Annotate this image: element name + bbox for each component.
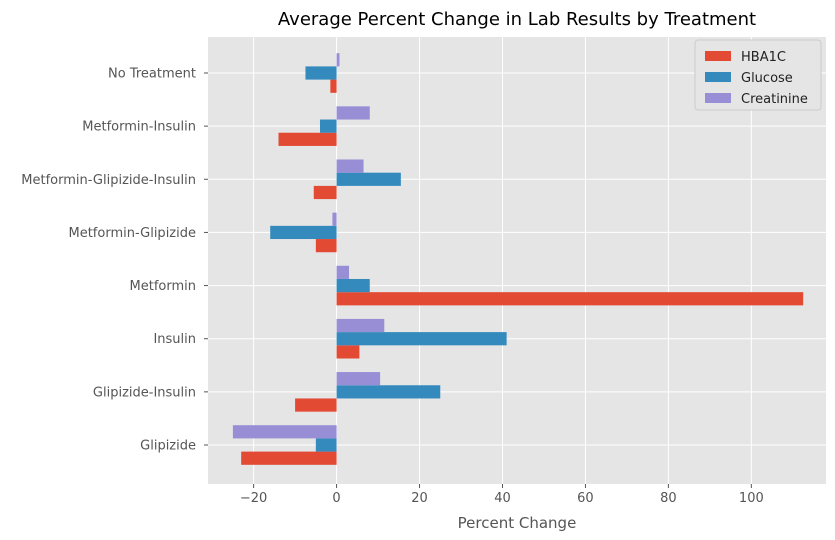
x-axis-label: Percent Change <box>458 514 577 532</box>
grid-lines <box>208 37 826 484</box>
y-tick-label: Metformin-Glipizide-Insulin <box>21 173 196 188</box>
bars <box>232 53 804 465</box>
legend-label: HBA1C <box>741 50 786 65</box>
bar-hba1c-glipizide-insulin <box>295 398 337 412</box>
x-tick-label: 20 <box>411 491 428 506</box>
bar-glucose-metformin-glipizide-insulin <box>336 172 401 186</box>
y-tick-label: Metformin-Insulin <box>82 120 196 135</box>
legend: HBA1C Glucose Creatinine <box>694 39 822 111</box>
bar-creatinine-no-treatment <box>336 53 340 67</box>
legend-swatch-glucose <box>705 72 731 82</box>
y-tick-label: Glipizide <box>140 439 196 454</box>
bar-hba1c-glipizide <box>241 451 337 465</box>
x-tick-label: −20 <box>240 491 267 506</box>
x-tick-label: 40 <box>494 491 511 506</box>
bar-hba1c-metformin <box>336 292 804 306</box>
bar-glucose-glipizide <box>315 438 337 452</box>
x-tick-label: 0 <box>332 491 340 506</box>
bar-creatinine-glipizide <box>232 425 337 439</box>
bar-glucose-insulin <box>336 332 507 346</box>
bar-hba1c-metformin-glipizide-insulin <box>313 185 337 200</box>
bar-hba1c-no-treatment <box>330 79 337 93</box>
y-tick-label: Metformin <box>130 279 196 294</box>
y-tick-label: No Treatment <box>108 67 196 82</box>
legend-label: Creatinine <box>741 92 808 107</box>
chart-title: Average Percent Change in Lab Results by… <box>278 9 756 30</box>
y-tick-label: Metformin-Glipizide <box>69 226 197 241</box>
bar-creatinine-metformin-insulin <box>336 106 370 120</box>
bar-glucose-metformin <box>336 278 370 293</box>
legend-swatch-creatinine <box>705 93 731 103</box>
legend-swatch-hba1c <box>705 51 731 61</box>
bar-glucose-glipizide-insulin <box>336 385 441 399</box>
bar-creatinine-metformin-glipizide-insulin <box>336 159 364 173</box>
bar-hba1c-insulin <box>336 345 360 359</box>
x-tick-label: 60 <box>577 491 594 506</box>
bar-creatinine-metformin-glipizide <box>332 212 337 226</box>
legend-label: Glucose <box>741 71 793 86</box>
bar-creatinine-insulin <box>336 318 385 333</box>
bar-glucose-no-treatment <box>305 66 337 80</box>
bar-glucose-metformin-glipizide <box>270 225 337 240</box>
bar-hba1c-metformin-glipizide <box>315 239 337 253</box>
bar-creatinine-metformin <box>336 265 350 279</box>
x-tick-label: 80 <box>660 491 677 506</box>
y-tick-label: Glipizide-Insulin <box>93 385 196 400</box>
bar-glucose-metformin-insulin <box>319 119 337 133</box>
bar-hba1c-metformin-insulin <box>278 132 337 146</box>
bar-creatinine-glipizide-insulin <box>336 372 381 386</box>
y-tick-label: Insulin <box>153 332 196 347</box>
x-tick-label: 100 <box>739 491 764 506</box>
axes: −20 0 20 40 60 80 100 Glipizide Glipizide-Insuli… <box>21 67 763 507</box>
